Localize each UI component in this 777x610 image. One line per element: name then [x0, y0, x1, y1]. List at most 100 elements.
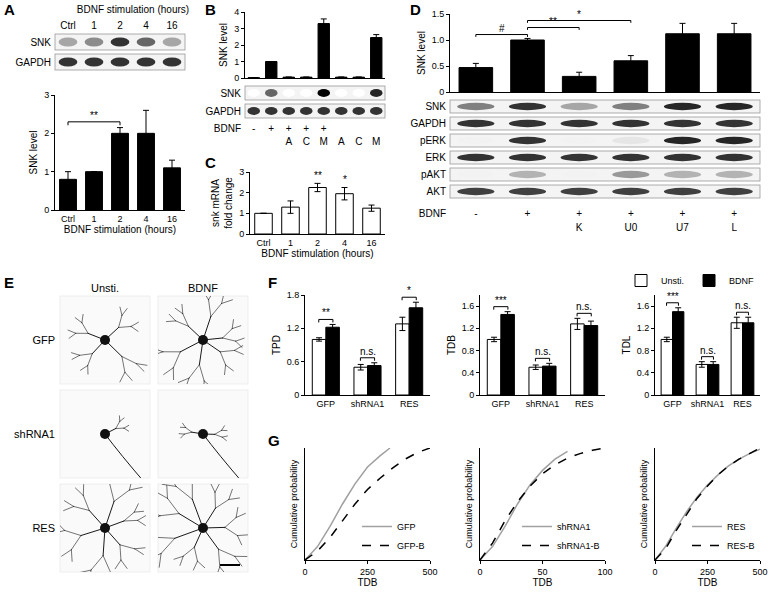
svg-text:2: 2 [234, 40, 239, 50]
svg-text:0: 0 [302, 567, 307, 577]
svg-text:***: *** [495, 295, 507, 306]
svg-text:0: 0 [439, 87, 444, 97]
svg-text:C: C [355, 136, 362, 147]
svg-text:TDB: TDB [358, 577, 378, 588]
svg-text:1: 1 [239, 208, 244, 218]
svg-text:1: 1 [288, 238, 293, 248]
svg-text:GFP: GFP [32, 334, 55, 346]
svg-text:2: 2 [239, 188, 244, 198]
svg-text:*: * [343, 174, 347, 185]
svg-text:1.6: 1.6 [462, 301, 475, 311]
svg-text:1.0: 1.0 [432, 35, 445, 45]
svg-text:50: 50 [537, 567, 547, 577]
svg-text:+: + [576, 208, 582, 219]
svg-text:BDNF: BDNF [214, 123, 241, 134]
svg-text:SNK: SNK [30, 37, 51, 48]
svg-text:2: 2 [117, 214, 122, 224]
svg-text:RES-B: RES-B [727, 541, 755, 551]
svg-text:GFP: GFP [397, 522, 416, 532]
svg-text:RES: RES [400, 399, 419, 409]
svg-text:+: + [321, 123, 327, 134]
svg-text:*: * [407, 285, 411, 296]
svg-text:shRNA1: shRNA1 [351, 399, 385, 409]
svg-text:n.s.: n.s. [535, 346, 551, 357]
svg-text:0: 0 [477, 567, 482, 577]
svg-text:TDB: TDB [446, 335, 457, 355]
svg-text:1.2: 1.2 [637, 323, 650, 333]
svg-text:+: + [268, 123, 274, 134]
svg-text:GAPDH: GAPDH [15, 57, 51, 68]
svg-text:F: F [268, 274, 277, 291]
svg-text:SNK: SNK [425, 101, 446, 112]
svg-text:+: + [680, 208, 686, 219]
svg-text:B: B [205, 1, 216, 18]
svg-text:GAPDH: GAPDH [205, 106, 241, 117]
svg-text:A: A [285, 136, 292, 147]
svg-text:BDNF stimulation (hours): BDNF stimulation (hours) [64, 224, 176, 235]
svg-text:shRNA1-B: shRNA1-B [557, 541, 600, 551]
svg-text:TDL: TDL [621, 335, 632, 354]
svg-text:shRNA1: shRNA1 [526, 399, 560, 409]
svg-text:TPD: TPD [271, 335, 282, 355]
svg-text:+: + [731, 208, 737, 219]
svg-text:Cumulative probability: Cumulative probability [289, 459, 299, 548]
svg-text:GFP-B: GFP-B [397, 541, 425, 551]
svg-text:3: 3 [44, 90, 49, 100]
svg-text:SNK: SNK [220, 88, 241, 99]
svg-text:**: ** [90, 110, 98, 121]
svg-text:0: 0 [294, 390, 299, 400]
svg-text:0.6: 0.6 [287, 357, 300, 367]
svg-text:4: 4 [234, 7, 239, 17]
svg-text:1: 1 [91, 20, 97, 31]
svg-text:BDNF: BDNF [419, 208, 446, 219]
svg-text:1.6: 1.6 [637, 301, 650, 311]
svg-text:2: 2 [315, 238, 320, 248]
svg-text:-: - [474, 208, 477, 219]
svg-text:GFP: GFP [492, 399, 511, 409]
svg-text:0: 0 [644, 390, 649, 400]
svg-text:0: 0 [469, 390, 474, 400]
svg-text:D: D [410, 1, 421, 18]
svg-text:n.s.: n.s. [576, 301, 592, 312]
svg-text:E: E [4, 274, 14, 291]
svg-text:16: 16 [167, 214, 177, 224]
svg-text:16: 16 [366, 238, 376, 248]
svg-text:RES: RES [733, 399, 752, 409]
svg-text:pERK: pERK [420, 135, 446, 146]
svg-text:2: 2 [117, 20, 123, 31]
svg-text:pAKT: pAKT [421, 169, 446, 180]
svg-text:BDNF: BDNF [188, 282, 218, 294]
svg-text:1: 1 [91, 214, 96, 224]
svg-text:A: A [4, 1, 15, 18]
svg-text:n.s.: n.s. [360, 346, 376, 357]
svg-text:TDB: TDB [533, 577, 553, 588]
svg-text:shRNA1: shRNA1 [14, 428, 55, 440]
svg-text:AKT: AKT [427, 186, 446, 197]
svg-text:4: 4 [143, 214, 148, 224]
svg-text:TDB: TDB [698, 577, 718, 588]
svg-text:#: # [499, 23, 505, 34]
svg-text:SNK level: SNK level [416, 31, 427, 75]
svg-text:Ctrl: Ctrl [60, 20, 76, 31]
svg-text:0: 0 [44, 205, 49, 215]
svg-text:C: C [205, 154, 216, 171]
svg-text:0.4: 0.4 [637, 368, 650, 378]
svg-text:SNK level: SNK level [218, 23, 229, 67]
svg-text:SNK level: SNK level [28, 131, 39, 175]
svg-text:A: A [338, 136, 345, 147]
svg-text:+: + [303, 123, 309, 134]
svg-text:0: 0 [234, 73, 239, 83]
svg-text:BDNF stimulation (hours): BDNF stimulation (hours) [261, 248, 373, 259]
svg-text:4: 4 [143, 20, 149, 31]
svg-text:2: 2 [44, 128, 49, 138]
svg-text:L: L [731, 222, 737, 233]
svg-text:+: + [286, 123, 292, 134]
svg-text:**: ** [322, 307, 330, 318]
svg-text:GAPDH: GAPDH [410, 118, 446, 129]
svg-text:Unsti.: Unsti. [91, 282, 119, 294]
svg-text:shRNA1: shRNA1 [557, 522, 591, 532]
svg-text:n.s.: n.s. [700, 345, 716, 356]
svg-text:**: ** [314, 170, 322, 181]
svg-text:**: ** [549, 16, 557, 27]
svg-text:16: 16 [166, 20, 178, 31]
